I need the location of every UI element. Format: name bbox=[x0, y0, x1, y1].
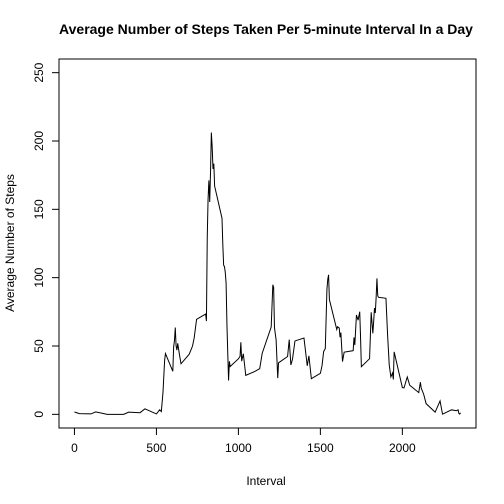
x-tick-label: 0 bbox=[71, 441, 78, 455]
y-tick-label: 100 bbox=[32, 267, 46, 287]
x-tick-label: 500 bbox=[146, 441, 166, 455]
y-tick-label: 200 bbox=[32, 131, 46, 151]
y-tick-label: 50 bbox=[32, 339, 46, 353]
x-axis-label: Interval bbox=[246, 474, 285, 488]
y-axis-label: Average Number of Steps bbox=[3, 174, 17, 312]
chart-title: Average Number of Steps Taken Per 5-minu… bbox=[59, 21, 473, 37]
x-tick-label: 1000 bbox=[225, 441, 252, 455]
x-tick-label: 2000 bbox=[389, 441, 416, 455]
data-line bbox=[74, 132, 461, 415]
plot-box bbox=[58, 58, 477, 429]
y-tick-label: 0 bbox=[32, 411, 46, 418]
y-tick-label: 250 bbox=[32, 62, 46, 82]
y-tick-label: 150 bbox=[32, 199, 46, 219]
x-tick-label: 1500 bbox=[307, 441, 334, 455]
